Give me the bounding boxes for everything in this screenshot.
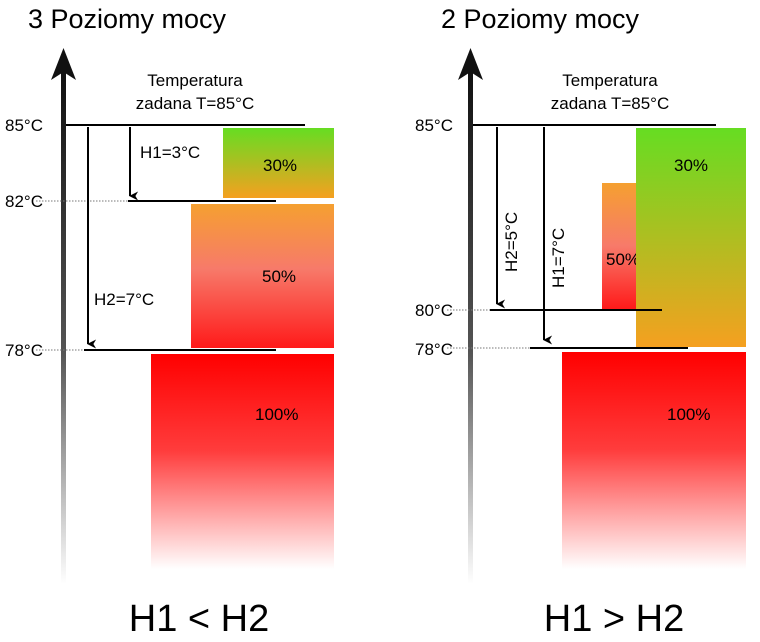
left-level-50-label: 50% — [262, 267, 296, 286]
left-level-30-bar — [223, 128, 334, 198]
right-level-100-label: 100% — [667, 405, 710, 424]
left-result: H1 < H2 — [129, 598, 269, 640]
left-axis-arrow-icon — [51, 48, 76, 80]
left-level-50-bar — [191, 204, 334, 348]
left-level-100-label: 100% — [255, 405, 298, 424]
left-tick-82: 82°C — [5, 192, 43, 211]
right-level-50-label: 50% — [606, 250, 640, 269]
left-axis — [61, 72, 66, 584]
left-panel: 3 Poziomy mocy Temperatura zadana T=85°C… — [5, 4, 334, 640]
right-axis — [468, 72, 473, 584]
right-tick-85: 85°C — [415, 116, 453, 135]
right-tick-78: 78°C — [415, 340, 453, 359]
right-axis-arrow-icon — [458, 48, 483, 80]
right-panel: 2 Poziomy mocy Temperatura zadana T=85°C… — [415, 4, 746, 640]
left-setpoint-line2: zadana T=85°C — [136, 94, 255, 113]
left-h1-label: H1=3°C — [140, 143, 200, 162]
left-level-100-bar — [151, 354, 334, 569]
left-setpoint-line1: Temperatura — [147, 71, 243, 90]
right-level-30-label: 30% — [674, 156, 708, 175]
right-setpoint-line2: zadana T=85°C — [551, 94, 670, 113]
left-title: 3 Poziomy mocy — [28, 4, 227, 34]
left-tick-78: 78°C — [5, 341, 43, 360]
right-level-100-bar — [562, 352, 746, 569]
left-h2-label: H2=7°C — [94, 290, 154, 309]
right-h1-label: H1=7°C — [549, 228, 568, 288]
right-result: H1 > H2 — [544, 598, 684, 640]
left-level-30-label: 30% — [263, 156, 297, 175]
right-tick-80: 80°C — [415, 301, 453, 320]
right-title: 2 Poziomy mocy — [441, 4, 640, 34]
right-h2-label: H2=5°C — [502, 212, 521, 272]
left-tick-85: 85°C — [5, 116, 43, 135]
right-setpoint-line1: Temperatura — [562, 71, 658, 90]
